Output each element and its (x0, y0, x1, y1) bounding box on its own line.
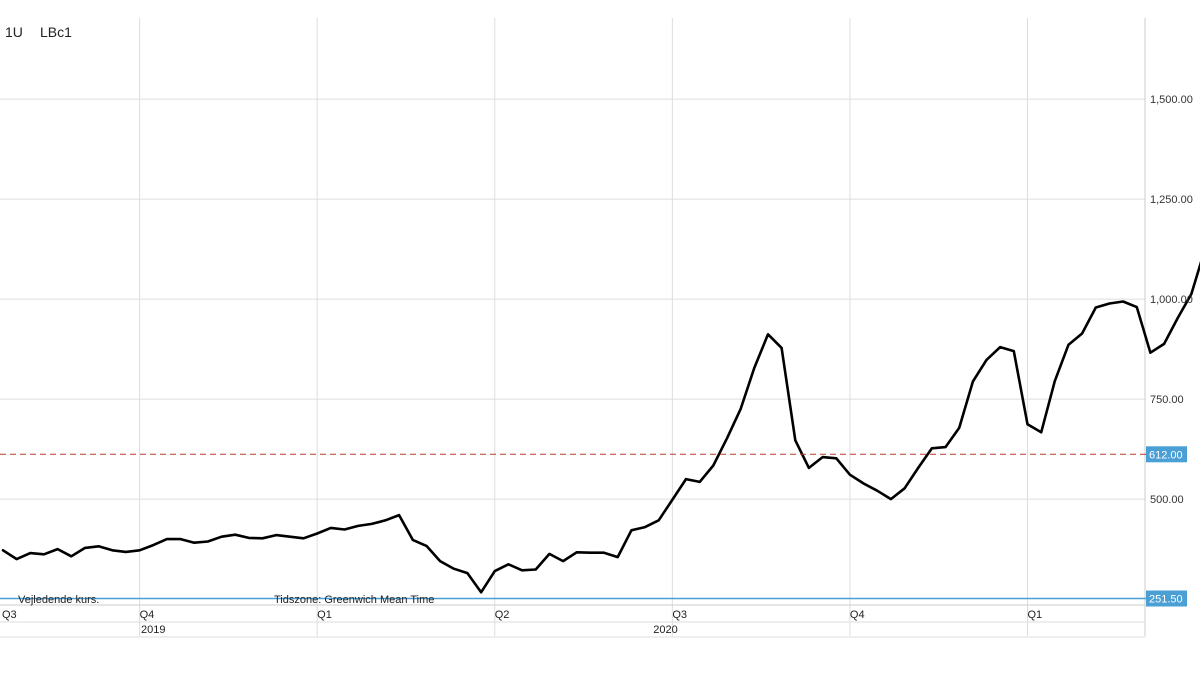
baseline-marker-tag-label: 251.50 (1149, 594, 1183, 606)
y-tick-label: 1,000.00 (1150, 294, 1193, 306)
timezone-note: Tidszone: Greenwich Mean Time (274, 594, 434, 606)
quarter-tick-label: Q1 (317, 609, 332, 621)
horizontal-gridlines (0, 98, 1145, 500)
y-axis-labels: 500.00 750.00 1,000.00 1,250.00 1,500.00 (1150, 94, 1193, 506)
axis-frame (0, 18, 1146, 638)
quarter-tick-label: Q1 (1028, 609, 1043, 621)
year-tick-label: 2019 (141, 624, 165, 636)
indicative-price-note: Vejledende kurs. (18, 594, 99, 606)
y-tick-label: 750.00 (1150, 394, 1184, 406)
quarter-tick-label: Q2 (495, 609, 510, 621)
baseline-marker-tag (1146, 590, 1187, 607)
last-price-tag-label: 612.00 (1149, 449, 1183, 461)
symbol-label: LBc1 (40, 24, 72, 40)
y-tick-label: 1,250.00 (1150, 194, 1193, 206)
y-tick-label: 500.00 (1150, 494, 1184, 506)
series-lines (1, 261, 1200, 594)
quarter-tick-label: Q4 (850, 609, 865, 621)
interval-label[interactable]: 1U (5, 24, 23, 40)
vertical-gridlines (139, 18, 1028, 636)
price-line-lbc1 (1, 261, 1200, 594)
x-axis-labels: Q3Q4Q1Q2Q3Q4Q1Q2Q3201920202021 (2, 609, 1043, 636)
quarter-tick-label: Q3 (672, 609, 687, 621)
quarter-tick-label: Q4 (140, 609, 155, 621)
year-tick-label: 2020 (653, 624, 677, 636)
last-price-tag (1146, 446, 1187, 463)
y-tick-label: 1,500.00 (1150, 94, 1193, 106)
reference-line-group: 612.00 251.50 (0, 446, 1187, 607)
quarter-tick-label: Q3 (2, 609, 17, 621)
